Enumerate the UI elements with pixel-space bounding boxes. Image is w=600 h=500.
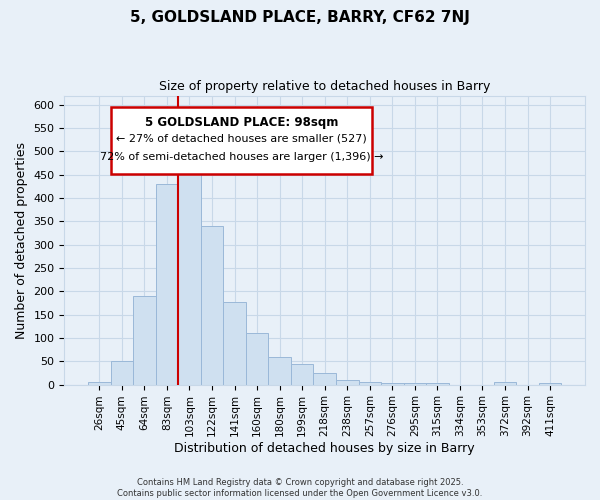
Bar	[291, 364, 313, 384]
Bar	[155, 184, 178, 384]
X-axis label: Distribution of detached houses by size in Barry: Distribution of detached houses by size …	[175, 442, 475, 455]
Y-axis label: Number of detached properties: Number of detached properties	[15, 142, 28, 338]
Bar	[268, 356, 291, 384]
Bar	[313, 373, 336, 384]
Bar	[246, 334, 268, 384]
Bar	[110, 362, 133, 384]
Text: 72% of semi-detached houses are larger (1,396) →: 72% of semi-detached houses are larger (…	[100, 152, 383, 162]
FancyBboxPatch shape	[111, 107, 371, 174]
Bar	[359, 382, 381, 384]
Bar	[223, 302, 246, 384]
Title: Size of property relative to detached houses in Barry: Size of property relative to detached ho…	[159, 80, 490, 93]
Bar	[336, 380, 359, 384]
Text: 5, GOLDSLAND PLACE, BARRY, CF62 7NJ: 5, GOLDSLAND PLACE, BARRY, CF62 7NJ	[130, 10, 470, 25]
Text: ← 27% of detached houses are smaller (527): ← 27% of detached houses are smaller (52…	[116, 133, 367, 143]
Bar	[539, 383, 562, 384]
Bar	[201, 226, 223, 384]
Bar	[381, 383, 404, 384]
Bar	[494, 382, 516, 384]
Bar	[426, 383, 449, 384]
Bar	[178, 161, 201, 384]
Text: Contains HM Land Registry data © Crown copyright and database right 2025.
Contai: Contains HM Land Registry data © Crown c…	[118, 478, 482, 498]
Text: 5 GOLDSLAND PLACE: 98sqm: 5 GOLDSLAND PLACE: 98sqm	[145, 116, 338, 129]
Bar	[88, 382, 110, 384]
Bar	[133, 296, 155, 384]
Bar	[404, 383, 426, 384]
